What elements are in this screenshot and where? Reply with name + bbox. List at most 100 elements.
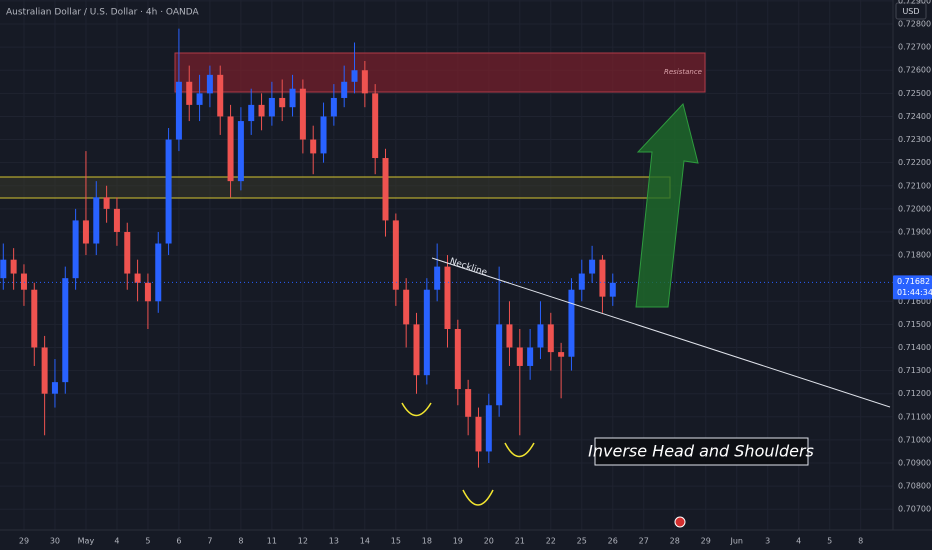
x-tick-label: 25	[577, 537, 587, 546]
candle-body	[10, 259, 17, 274]
x-tick-label: 27	[639, 537, 649, 546]
candle-body	[206, 74, 213, 94]
candle-body	[279, 97, 286, 108]
candle-body	[217, 74, 224, 117]
axes: 0.72900 0.72800 0.72700 0.72600 0.72500 0.724…	[19, 0, 932, 546]
x-tick-label: 13	[329, 537, 339, 546]
x-tick-label: 29	[19, 537, 29, 546]
candle-body	[382, 158, 389, 221]
y-tick-label: 0.70800	[898, 482, 931, 491]
head	[462, 489, 494, 506]
y-tick-label: 0.72200	[898, 158, 931, 167]
candle-body	[258, 104, 265, 117]
candle-body	[506, 324, 513, 348]
x-tick-label: 18	[422, 537, 432, 546]
y-tick-label: 0.72300	[898, 135, 931, 144]
x-tick-label: 6	[176, 537, 181, 546]
resistance-zone	[174, 52, 706, 93]
target-arrow	[635, 102, 699, 308]
candle-body	[330, 97, 337, 117]
candle-body	[465, 389, 472, 417]
y-tick-label: 0.71400	[898, 343, 931, 352]
candle-body	[268, 97, 275, 117]
x-tick-label: 26	[608, 537, 618, 546]
candle-body	[144, 282, 151, 302]
candle-body	[413, 324, 420, 376]
neckline	[431, 257, 891, 408]
y-tick-label: 0.71600	[898, 297, 931, 306]
candle-body	[485, 405, 492, 452]
y-tick-label: 0.72500	[898, 89, 931, 98]
candle-body	[527, 347, 534, 366]
candle-body	[103, 197, 110, 209]
candle-body	[516, 347, 523, 366]
y-tick-label: 0.72900	[898, 0, 931, 5]
candle-body	[609, 282, 616, 297]
candle-body	[93, 197, 100, 244]
candle-body	[475, 416, 482, 452]
candle-body	[578, 273, 585, 290]
candle-body	[392, 220, 399, 290]
y-tick-label: 0.71800	[898, 251, 931, 260]
x-tick-label: 5	[827, 537, 832, 546]
candle-body	[82, 220, 89, 244]
candle-body	[237, 121, 244, 182]
y-tick-label: 0.72600	[898, 66, 931, 75]
x-tick-label: 11	[267, 537, 277, 546]
x-tick-label: 8	[238, 537, 243, 546]
candle-body	[444, 266, 451, 329]
candle-body	[227, 116, 234, 182]
candle-body	[248, 104, 255, 122]
candle-body	[165, 139, 172, 244]
candle-body	[537, 324, 544, 348]
x-tick-label: 21	[515, 537, 525, 546]
x-tick-label: 4	[796, 537, 801, 546]
x-tick-label: 28	[670, 537, 680, 546]
currency-label[interactable]: USD	[902, 7, 919, 16]
x-tick-label: 22	[546, 537, 556, 546]
x-tick-label: 20	[484, 537, 494, 546]
candle-body	[423, 289, 430, 376]
candle-body	[62, 278, 69, 383]
candle-body	[134, 273, 141, 283]
candle-body	[196, 93, 203, 105]
candle-body	[341, 81, 348, 98]
left-shoulder	[401, 402, 432, 417]
y-tick-label: 0.70700	[898, 505, 931, 514]
candle-body	[454, 328, 461, 390]
candle-body	[175, 81, 182, 140]
x-tick-label: 12	[298, 537, 308, 546]
x-tick-label: 30	[50, 537, 60, 546]
candle-body	[496, 324, 503, 406]
last-price-box	[893, 275, 932, 300]
candle-body	[72, 220, 79, 279]
y-tick-label: 0.71200	[898, 389, 931, 398]
candle-body	[155, 243, 162, 302]
candle-body	[113, 208, 120, 232]
chart-title: Australian Dollar / U.S. Dollar · 4h · O…	[6, 8, 199, 18]
y-tick-label: 0.71000	[898, 435, 931, 444]
candle-body	[547, 324, 554, 353]
support-zone	[0, 176, 671, 199]
last-price-label: 0.71682	[897, 277, 930, 286]
y-tick-label: 0.71300	[898, 366, 931, 375]
candle-body	[31, 289, 38, 348]
candle-body	[186, 81, 193, 105]
event-icon[interactable]	[674, 516, 686, 528]
candle-body	[434, 266, 441, 290]
x-tick-label: 3	[765, 537, 770, 546]
x-tick-label: 4	[114, 537, 119, 546]
candle-body	[20, 273, 27, 290]
right-shoulder	[504, 442, 535, 458]
countdown-label: 01:44:34	[897, 288, 932, 297]
x-tick-label: 29	[701, 537, 711, 546]
resistance-label: Resistance	[664, 68, 702, 76]
pattern-box	[594, 437, 809, 466]
y-tick-label: 0.71100	[898, 412, 931, 421]
candles	[0, 28, 893, 468]
candle-body	[51, 382, 58, 394]
currency-button[interactable]	[895, 2, 927, 20]
candle-body	[299, 88, 306, 140]
y-tick-label: 0.72800	[898, 20, 931, 29]
